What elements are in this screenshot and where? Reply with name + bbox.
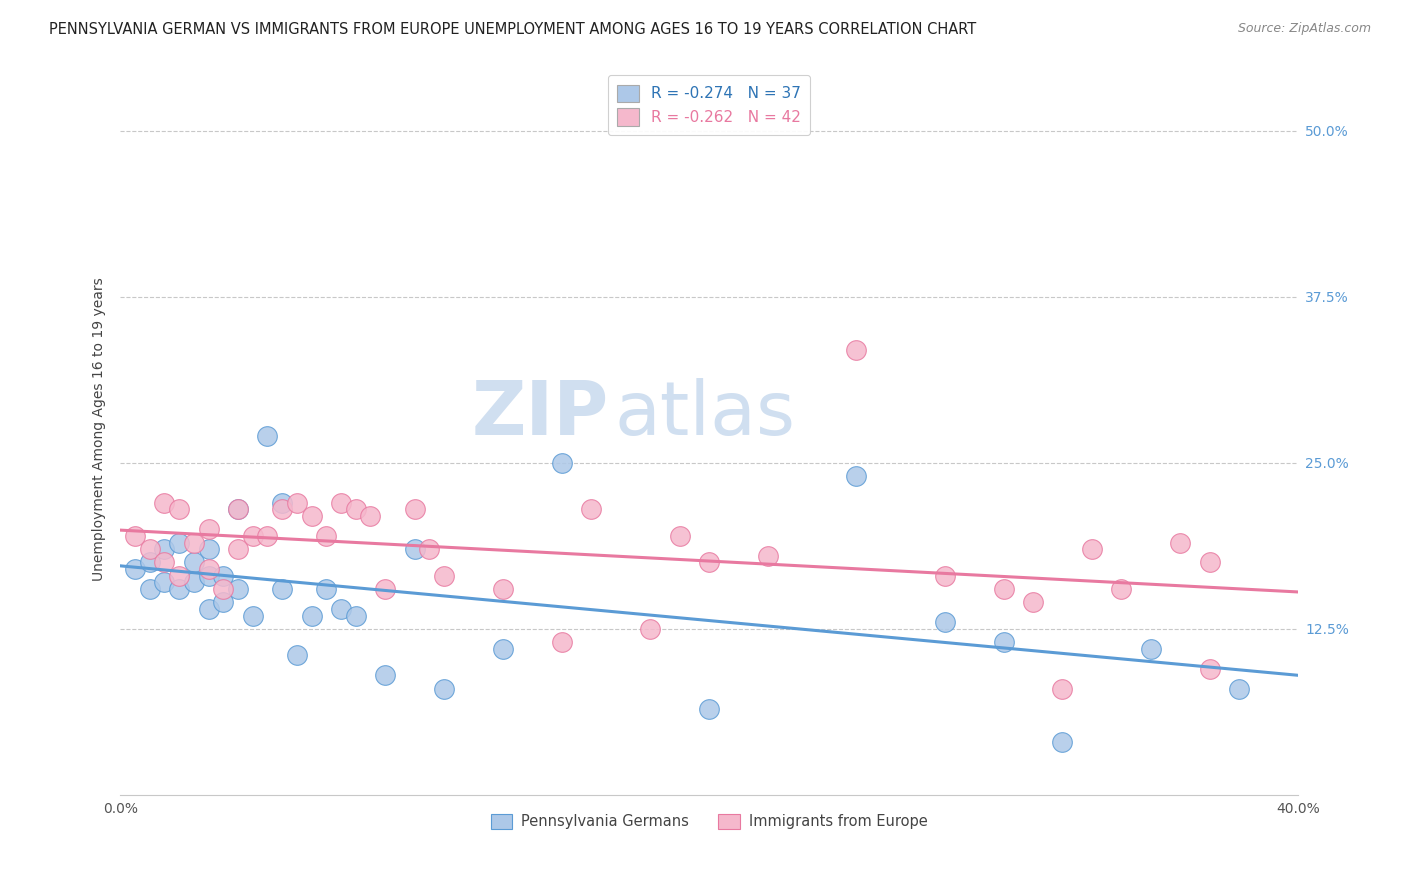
Point [197,562,219,576]
Point [492,582,515,596]
Point [697,556,720,570]
Point [433,568,456,582]
Point [1198,556,1220,570]
Point [212,582,235,596]
Point [330,602,353,616]
Point [285,648,308,663]
Point [271,502,294,516]
Point [183,575,205,590]
Y-axis label: Unemployment Among Ages 16 to 19 years: Unemployment Among Ages 16 to 19 years [93,277,107,582]
Point [153,496,176,510]
Point [226,502,249,516]
Point [167,535,190,549]
Point [138,556,160,570]
Text: ZIP: ZIP [472,378,609,451]
Point [315,529,337,543]
Point [271,496,294,510]
Point [226,582,249,596]
Point [197,522,219,536]
Point [301,508,323,523]
Point [934,568,956,582]
Point [551,635,574,649]
Point [344,502,367,516]
Point [845,343,868,357]
Point [167,502,190,516]
Point [697,701,720,715]
Point [404,502,426,516]
Point [226,502,249,516]
Point [418,542,440,557]
Text: Source: ZipAtlas.com: Source: ZipAtlas.com [1237,22,1371,36]
Point [1052,735,1074,749]
Point [1198,662,1220,676]
Point [138,542,160,557]
Point [492,641,515,656]
Point [153,542,176,557]
Point [197,568,219,582]
Point [756,549,779,563]
Legend: Pennsylvania Germans, Immigrants from Europe: Pennsylvania Germans, Immigrants from Eu… [485,808,934,835]
Point [374,582,396,596]
Point [183,535,205,549]
Point [124,562,146,576]
Point [1139,641,1161,656]
Point [638,622,661,636]
Point [344,608,367,623]
Point [1081,542,1104,557]
Point [845,469,868,483]
Point [212,595,235,609]
Point [138,582,160,596]
Point [226,542,249,557]
Point [993,582,1015,596]
Point [212,568,235,582]
Point [242,608,264,623]
Point [1052,681,1074,696]
Point [551,456,574,470]
Point [404,542,426,557]
Point [433,681,456,696]
Point [285,496,308,510]
Point [167,582,190,596]
Point [124,529,146,543]
Point [668,529,690,543]
Point [301,608,323,623]
Point [197,542,219,557]
Point [1227,681,1250,696]
Point [360,508,382,523]
Point [153,556,176,570]
Point [197,602,219,616]
Point [581,502,603,516]
Point [271,582,294,596]
Point [256,529,278,543]
Point [374,668,396,682]
Point [183,556,205,570]
Point [256,429,278,443]
Point [993,635,1015,649]
Point [242,529,264,543]
Point [167,568,190,582]
Point [1022,595,1045,609]
Text: PENNSYLVANIA GERMAN VS IMMIGRANTS FROM EUROPE UNEMPLOYMENT AMONG AGES 16 TO 19 Y: PENNSYLVANIA GERMAN VS IMMIGRANTS FROM E… [49,22,976,37]
Point [153,575,176,590]
Point [330,496,353,510]
Text: atlas: atlas [614,378,796,451]
Point [934,615,956,630]
Point [315,582,337,596]
Point [1111,582,1133,596]
Point [1168,535,1191,549]
